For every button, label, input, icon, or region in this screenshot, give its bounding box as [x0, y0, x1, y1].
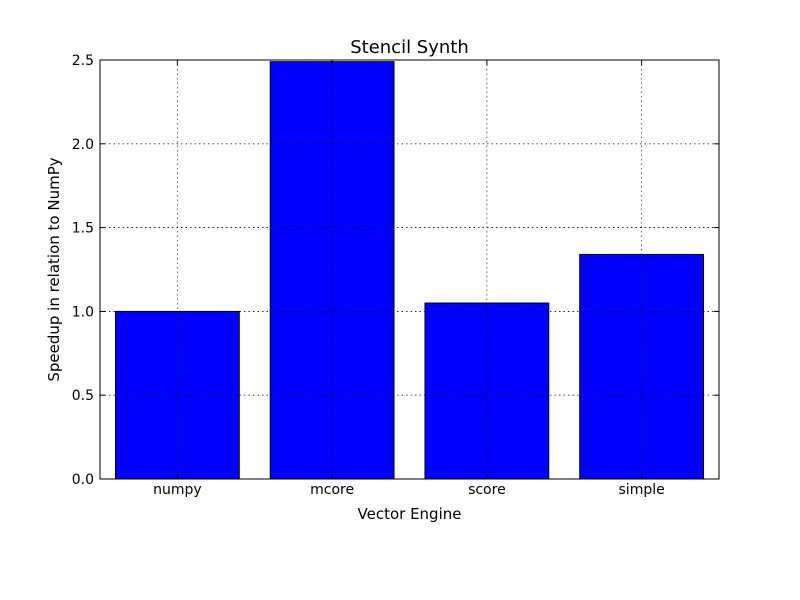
x-tick-label-mcore: mcore [310, 482, 354, 498]
chart-title: Stencil Synth [350, 37, 469, 58]
y-tick-label: 2.0 [72, 137, 94, 153]
x-tick-label-numpy: numpy [153, 482, 202, 498]
y-tick-label: 0.5 [72, 388, 94, 404]
y-tick-label: 1.5 [72, 221, 94, 237]
axis-ticks [100, 59, 719, 480]
y-tick-label: 1.0 [72, 304, 94, 320]
y-tick-label: 2.5 [72, 53, 94, 69]
plot-frame [99, 59, 720, 480]
y-axis-label: Speedup in relation to NumPy [45, 157, 63, 381]
x-axis-label: Vector Engine [358, 505, 462, 523]
x-tick-label-score: score [468, 482, 506, 498]
y-tick-label: 0.0 [72, 472, 94, 488]
tick-labels: 0.0 0.5 1.0 1.5 2.0 2.5 numpy mcore score simple [72, 53, 665, 498]
x-tick-label-simple: simple [619, 482, 665, 498]
bar-score [424, 302, 550, 480]
